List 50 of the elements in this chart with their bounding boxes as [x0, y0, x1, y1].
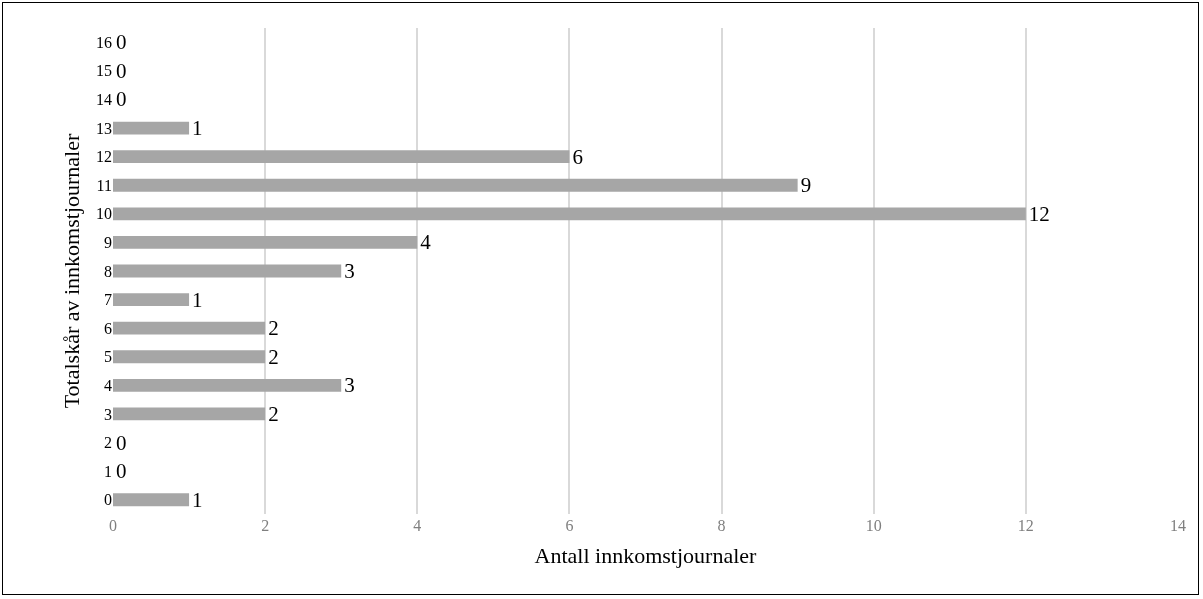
y-axis-title: Totalskår av innkomstjournaler [58, 133, 84, 409]
bar [113, 264, 342, 278]
y-tick-label: 6 [104, 319, 112, 337]
y-tick-label: 11 [96, 176, 112, 194]
bar [113, 121, 190, 135]
x-tick-label: 6 [565, 517, 574, 534]
x-tick-label: 2 [261, 517, 270, 534]
y-tick-label: 14 [96, 91, 112, 109]
y-tick-label: 9 [104, 234, 112, 252]
x-tick-label: 14 [1170, 517, 1186, 534]
y-tick-label: 15 [96, 62, 112, 80]
y-tick-label: 16 [96, 33, 112, 51]
data-label: 1 [192, 287, 203, 312]
data-label: 2 [268, 316, 279, 341]
data-label: 12 [1028, 201, 1050, 226]
bar [113, 178, 798, 192]
bar [113, 493, 190, 507]
y-tick-label: 10 [96, 205, 112, 223]
y-tick-label: 0 [104, 491, 112, 509]
y-tick-label: 3 [104, 405, 112, 423]
bar [113, 235, 418, 249]
data-label: 1 [192, 116, 203, 141]
x-tick-label: 10 [865, 517, 882, 534]
data-label: 2 [268, 401, 279, 426]
y-tick-label: 4 [104, 376, 112, 394]
y-tick-label: 2 [104, 434, 112, 452]
x-tick-label: 12 [1017, 517, 1034, 534]
data-label: 4 [420, 230, 432, 255]
y-tick-label: 13 [96, 119, 112, 137]
data-label: 6 [572, 144, 583, 169]
y-tick-label: 5 [104, 348, 112, 366]
y-tick-label: 8 [104, 262, 112, 280]
bar [113, 207, 1026, 221]
data-label: 3 [344, 259, 355, 283]
bar [113, 293, 190, 307]
y-tick-label: 7 [104, 291, 112, 309]
bar [113, 350, 266, 364]
x-tick-label: 8 [717, 517, 726, 534]
data-label: 2 [268, 344, 279, 369]
x-tick-label: 4 [413, 517, 422, 534]
y-tick-label: 1 [104, 462, 112, 480]
bar [113, 321, 266, 335]
data-label: 1 [192, 487, 203, 512]
bar [113, 150, 570, 164]
bar [113, 378, 342, 392]
y-tick-label: 12 [96, 148, 112, 166]
bar [113, 407, 266, 421]
x-axis-title: Antall innkomstjournaler [534, 542, 758, 568]
data-label: 9 [800, 173, 812, 198]
data-label: 3 [344, 373, 355, 398]
